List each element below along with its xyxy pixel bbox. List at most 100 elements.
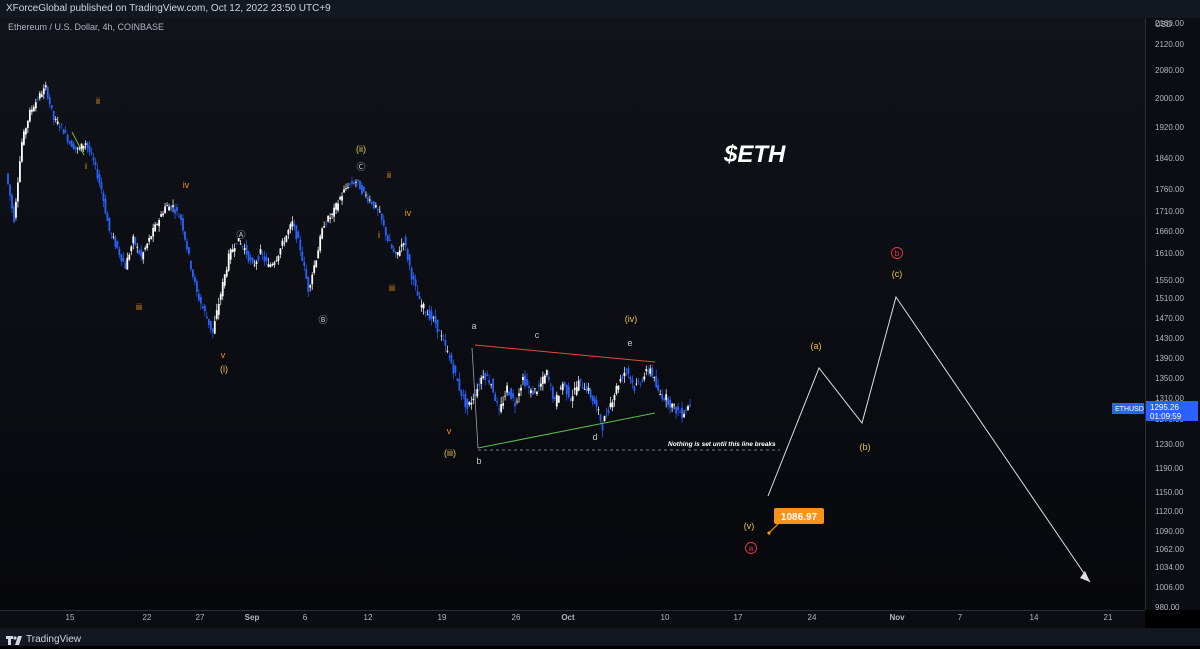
candle-body [243,248,246,251]
wave-label: (iv) [625,314,638,324]
candle-body [15,201,17,218]
wave-label: (b) [860,442,871,452]
candle-body [271,264,274,266]
price-tick: 1550.00 [1155,276,1184,285]
candle-body [277,255,280,261]
candle-body [74,146,77,149]
candle-body [432,317,435,319]
target-dot [767,531,771,535]
candle-body [372,201,375,209]
candle-body [192,269,194,277]
time-tick: 17 [734,613,743,622]
time-axis[interactable] [0,610,1145,629]
candle-body [28,109,31,122]
candle-body [428,309,431,320]
price-tick: 1430.00 [1155,334,1184,343]
wave-label: Ⓐ [236,230,245,240]
price-tick: 1190.00 [1155,464,1184,473]
candle-body [345,187,347,189]
candle-body [571,396,574,401]
candle-body [424,311,427,314]
candle-body [557,395,560,403]
candle-body [170,205,172,210]
triangle-lower-line [477,412,656,449]
candle-body [418,296,421,300]
candle-body [98,174,101,183]
candle-body [681,407,683,419]
candle-body [56,121,59,125]
candle-body [225,269,228,277]
candle-body [583,389,586,391]
candle-body [512,393,514,398]
candle-body [223,274,226,286]
candle-body [217,304,220,315]
candle-body [195,281,198,293]
candle-body [48,97,51,105]
candle-body [285,235,288,242]
wave-label: Ⓑ [318,315,327,325]
candle-body [603,416,606,422]
countdown: 01:09:59 [1150,412,1182,421]
candle-body [199,297,202,304]
candle-body [361,185,363,194]
candle-body [609,403,612,408]
candle-body [496,400,499,403]
candle-body [263,255,266,262]
candle-body [38,93,41,99]
candle-body [633,386,636,392]
candle-body [275,260,278,262]
candle-body [351,181,353,184]
candle-body [84,143,87,145]
candle-body [32,107,35,112]
candle-body [138,250,141,255]
publisher-text: XForceGlobal published on TradingView.co… [6,3,331,14]
candle-body [42,88,45,95]
candle-body [537,384,540,387]
candle-body [541,376,544,384]
candle-body [327,215,330,222]
chart-pane[interactable] [0,18,1145,610]
candle-body [555,394,558,407]
wave-label: c [535,330,540,340]
price-tick: 1350.00 [1155,374,1184,383]
candle-body [601,424,604,431]
candle-body [402,243,405,245]
candle-body [126,257,129,270]
price-axis[interactable] [1145,18,1200,610]
candle-body [11,194,13,209]
candle-body [577,380,580,391]
candle-body [205,316,208,319]
candle-body [494,393,497,401]
candle-body [301,251,304,261]
wave-label: (v) [744,521,755,531]
candle-body [651,367,654,377]
candle-body [46,87,49,99]
candle-body [631,379,634,383]
candle-body [675,407,677,414]
candle-body [621,376,624,379]
wave-label: ii [96,96,100,106]
candle-body [683,413,685,418]
candle-body [665,394,668,401]
candle-body [545,370,548,375]
symbol-tag [1112,403,1144,414]
candle-body [635,383,638,385]
candle-body [190,260,192,270]
candle-body [643,376,646,380]
wave-label: d [592,432,597,442]
price-tick: 1062.00 [1155,545,1184,554]
candle-body [176,207,178,212]
candle-body [241,246,244,247]
candle-body [317,250,320,259]
candle-body [430,311,433,320]
candle-body [627,368,630,375]
symbol-legend: Ethereum / U.S. Dollar, 4h, COINBASE [8,22,165,32]
candle-body [339,197,341,200]
tradingview-logo[interactable]: TradingView [6,631,81,649]
wave-label: iii [136,302,142,312]
candle-body [215,310,218,319]
candle-body [673,404,676,406]
candle-body [573,388,576,390]
candle-body [64,130,67,133]
